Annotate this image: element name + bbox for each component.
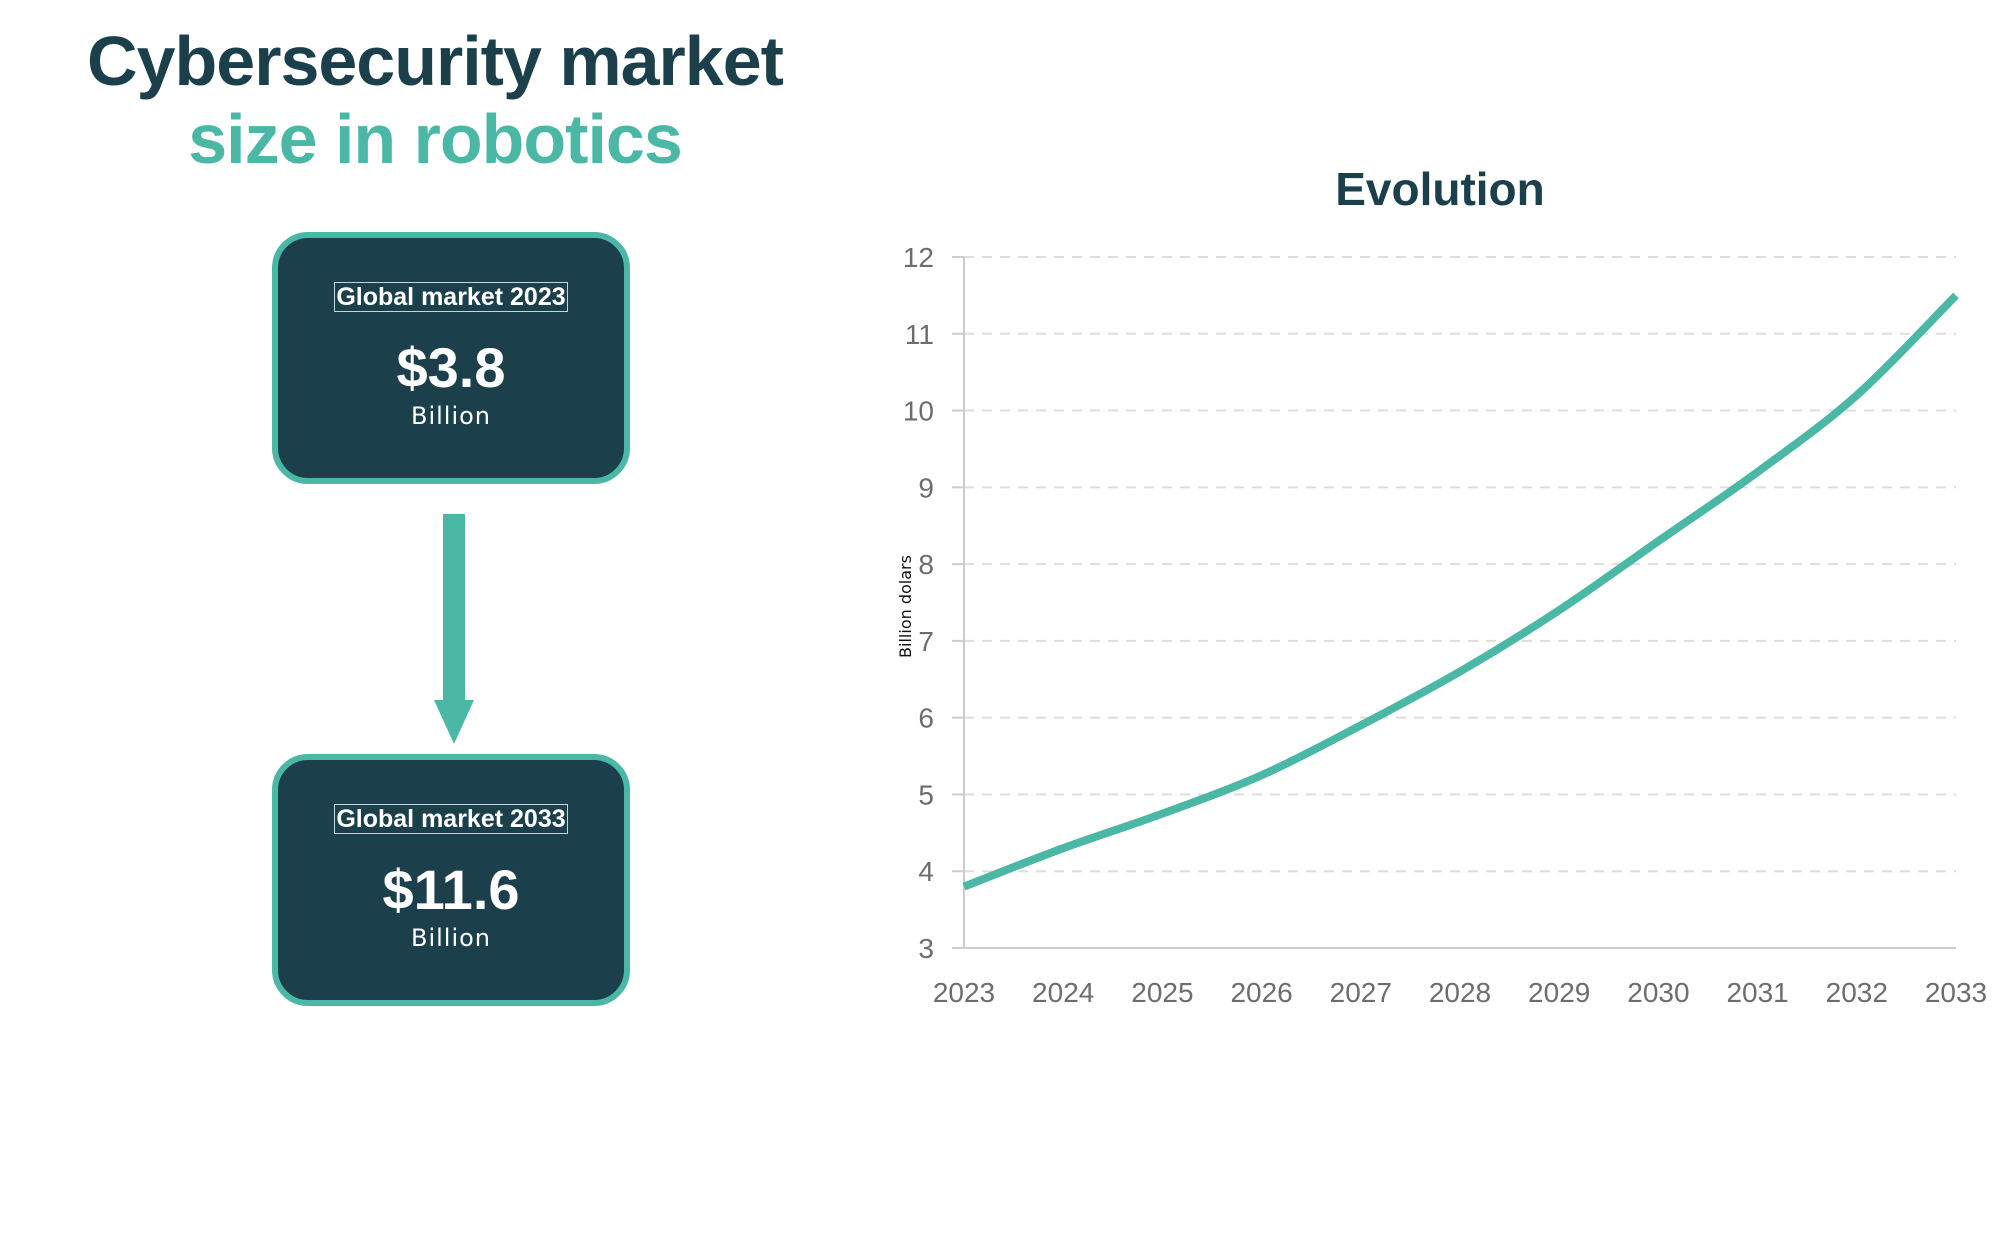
x-tick-label: 2025: [1131, 977, 1193, 1008]
title-line-2: size in robotics: [188, 100, 683, 179]
x-tick-label: 2032: [1826, 977, 1888, 1008]
card-value: $11.6: [382, 858, 520, 921]
x-tick-label: 2030: [1627, 977, 1689, 1008]
y-tick-label: 12: [903, 242, 934, 273]
chart-title: Evolution: [1335, 163, 1545, 215]
arrow-down-icon: [434, 514, 474, 744]
card-unit: Billion: [410, 924, 492, 952]
card-unit: Billion: [410, 402, 492, 430]
y-tick-label: 6: [918, 703, 934, 734]
y-tick-label: 8: [918, 549, 934, 580]
x-tick-label: 2026: [1230, 977, 1292, 1008]
x-tick-label: 2024: [1032, 977, 1094, 1008]
y-tick-label: 4: [918, 856, 934, 887]
y-tick-label: 9: [918, 472, 934, 503]
card-label: Global market 2033: [334, 804, 568, 834]
market-2023-card: Global market 2023 $3.8 Billion: [272, 232, 630, 484]
x-tick-label: 2031: [1726, 977, 1788, 1008]
card-label: Global market 2023: [334, 282, 568, 312]
card-value: $3.8: [396, 336, 506, 399]
y-tick-label: 5: [918, 779, 934, 810]
x-tick-label: 2033: [1925, 977, 1987, 1008]
y-tick-label: 10: [903, 396, 934, 427]
market-2033-card: Global market 2033 $11.6 Billion: [272, 754, 630, 1006]
y-tick-label: 7: [918, 626, 934, 657]
title-line-1: Cybersecurity market: [87, 22, 784, 100]
y-tick-label: 11: [905, 319, 934, 350]
evolution-line-chart: 3 4 5 6 7 8 9 10 11 12 2023 2024 2025 2026 2027 2028 202…: [896, 242, 1987, 1008]
y-axis-label: Billion dolars: [896, 555, 915, 658]
x-tick-label: 2029: [1528, 977, 1590, 1008]
x-tick-label: 2027: [1330, 977, 1392, 1008]
series-line: [962, 292, 1959, 891]
x-tick-label: 2028: [1429, 977, 1491, 1008]
x-tick-label: 2023: [933, 977, 995, 1008]
page-title: Cybersecurity market size in robotics: [0, 22, 870, 179]
y-tick-label: 3: [918, 933, 934, 964]
